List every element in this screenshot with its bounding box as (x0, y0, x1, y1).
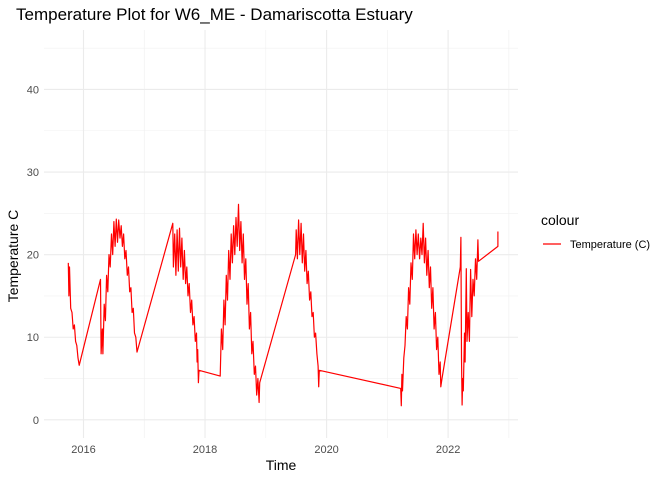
legend-title: colour (541, 212, 579, 228)
chart-title: Temperature Plot for W6_ME - Damariscott… (16, 5, 413, 24)
x-axis-title: Time (266, 457, 297, 473)
y-tick-label: 10 (27, 332, 39, 344)
grid-minor (44, 30, 518, 438)
series-line-temperature (67, 203, 499, 407)
legend: colour Temperature (C) (541, 212, 650, 251)
y-tick-label: 20 (27, 250, 39, 262)
x-tick-label: 2020 (314, 444, 338, 456)
y-axis-ticks: 0 10 20 30 40 (27, 84, 39, 426)
x-tick-label: 2022 (436, 444, 460, 456)
y-tick-label: 30 (27, 167, 39, 179)
y-tick-label: 40 (27, 84, 39, 96)
x-axis-ticks: 2016 2018 2020 2022 (71, 444, 460, 456)
x-tick-label: 2016 (71, 444, 95, 456)
legend-label: Temperature (C) (570, 239, 650, 251)
series-lines (67, 203, 499, 407)
y-axis-title: Temperature C (5, 210, 21, 303)
y-tick-label: 0 (33, 415, 39, 427)
grid-major (44, 30, 518, 438)
x-tick-label: 2018 (193, 444, 217, 456)
